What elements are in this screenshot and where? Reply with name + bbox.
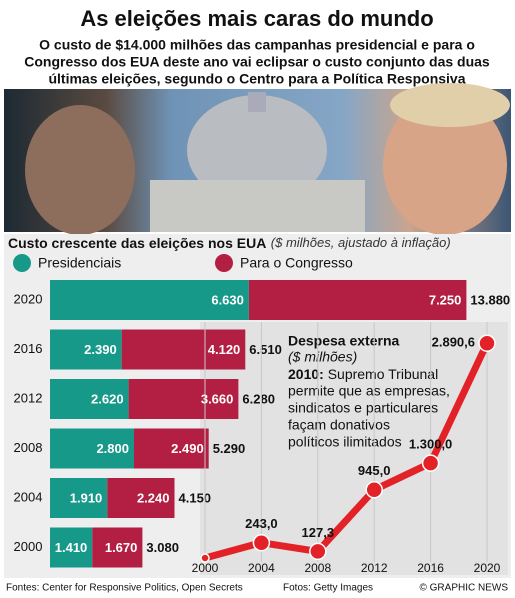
- point: [365, 481, 383, 499]
- x-tick-label: 2016: [417, 561, 444, 575]
- x-tick-label: 2012: [361, 561, 388, 575]
- point-label: 945,0: [358, 463, 391, 478]
- total-label: 5.290: [213, 441, 246, 456]
- annotation-unit: ($ milhões): [288, 349, 357, 365]
- bar-label: 1.910: [70, 490, 103, 505]
- point: [200, 553, 210, 563]
- total-label: 4.150: [179, 490, 212, 505]
- x-tick-label: 2000: [192, 561, 219, 575]
- y-tick-label: 2004: [14, 489, 43, 504]
- bar-segment: [128, 379, 239, 419]
- source: Fontes: Center for Responsive Politics, …: [6, 583, 243, 594]
- legend-swatch: [13, 254, 31, 272]
- bar-segment: [50, 280, 249, 320]
- point: [252, 533, 271, 552]
- photo: [4, 83, 511, 235]
- bar-label: 2.800: [96, 441, 129, 456]
- y-tick-label: 2012: [14, 390, 43, 405]
- point-label: 243,0: [245, 516, 278, 531]
- annotation-line: permite que as empresas,: [288, 383, 450, 399]
- point: [478, 334, 496, 352]
- title: As eleições mais caras do mundo: [80, 6, 433, 31]
- bar-segment: [50, 478, 108, 518]
- point-label: 1.300,0: [409, 437, 452, 452]
- bar-label: 1.410: [55, 540, 88, 555]
- chart-title: Custo crescente das eleições nos EUA: [8, 235, 266, 251]
- total-label: 6.280: [242, 391, 275, 406]
- bar-segment: [50, 329, 122, 370]
- annotation-line: Supremo Tribunal: [328, 366, 439, 382]
- chart-title: Custo crescente das eleições nos EUA ($ …: [8, 235, 451, 253]
- annotation-line: sindicatos e particulares: [288, 400, 438, 416]
- bar-segment: [248, 280, 467, 320]
- legend-label: Presidenciais: [38, 255, 121, 271]
- bar-label: 2.490: [171, 441, 204, 456]
- y-tick-label: 2020: [14, 291, 43, 306]
- total-label: 6.510: [249, 342, 282, 357]
- annotation-line: políticos ilimitados: [288, 434, 402, 450]
- y-tick-label: 2016: [14, 341, 43, 356]
- annotation-title: Despesa externa: [288, 333, 400, 349]
- copyright: © GRAPHIC NEWS: [420, 583, 509, 594]
- point: [421, 454, 440, 472]
- x-tick-label: 2004: [248, 561, 275, 575]
- legend-swatch: [215, 254, 233, 272]
- y-tick-label: 2000: [14, 539, 43, 554]
- chart-unit: ($ milhões, ajustado à inflação): [271, 235, 451, 250]
- subtitle: Congresso dos EUA deste ano vai eclipsar…: [24, 54, 490, 70]
- point-label: 2.890,6: [432, 335, 475, 350]
- bar-label: 4.120: [208, 342, 241, 357]
- annotation-year: 2010:: [288, 366, 324, 382]
- line-panel: [200, 322, 508, 575]
- bar-label: 7.250: [429, 292, 462, 307]
- bar-label: 1.670: [105, 540, 138, 555]
- total-label: 13.880: [470, 292, 510, 307]
- legend-label: Para o Congresso: [240, 255, 353, 271]
- line: [204, 341, 491, 562]
- point-label: 127,3: [302, 525, 335, 540]
- bar-segment: [50, 527, 93, 568]
- bar-label: 2.240: [137, 490, 170, 505]
- annotation-line: façam donativos: [288, 417, 390, 433]
- bar-label: 2.390: [84, 342, 117, 357]
- bar-label: 6.630: [211, 292, 244, 307]
- x-tick-label: 2008: [304, 561, 331, 575]
- bar-label: 2.620: [91, 391, 124, 406]
- footer-bg: [4, 578, 511, 598]
- photo-credit: Fotos: Getty Images: [283, 583, 373, 594]
- bar-segment: [121, 329, 246, 370]
- bar-segment: [134, 428, 209, 469]
- bar-segment: [107, 478, 175, 518]
- y-tick-label: 2008: [14, 440, 43, 455]
- bar-segment: [50, 428, 134, 469]
- subtitle: últimas eleições, segundo o Centro para …: [48, 71, 465, 87]
- point: [309, 542, 327, 561]
- subtitle: O custo de $14.000 milhões das campanhas…: [39, 37, 475, 53]
- bar-segment: [50, 379, 129, 419]
- bar-segment: [92, 527, 143, 568]
- x-tick-label: 2020: [474, 561, 501, 575]
- bar-label: 3.660: [201, 391, 234, 406]
- annotation: 2010: Supremo Tribunal: [288, 366, 438, 382]
- total-label: 3.080: [146, 540, 179, 555]
